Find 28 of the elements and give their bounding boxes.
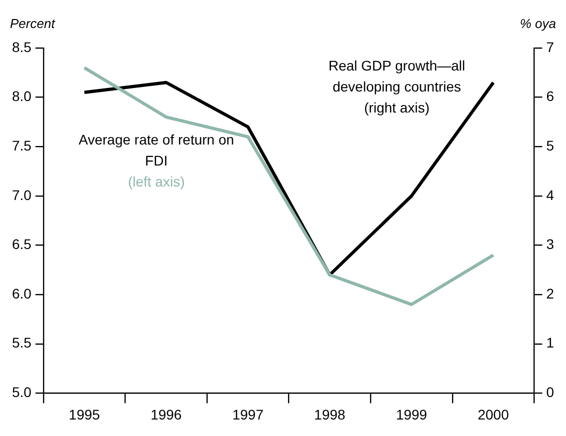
y2-tick-label: 4 [546, 186, 554, 203]
y2-tick-label: 7 [546, 38, 554, 55]
series-label: Real GDP growth—all developing countries [328, 57, 466, 94]
x-tick-label: 1996 [150, 406, 182, 422]
y-tick-label: 5.5 [12, 334, 32, 351]
y2-tick-label: 0 [546, 384, 554, 400]
y-tick-label: 6.5 [12, 236, 32, 252]
y2-axis-title: % oya [520, 16, 556, 31]
y-tick-label: 7.5 [12, 137, 32, 154]
y-tick-label: 8.5 [12, 38, 32, 55]
y2-tick-label: 2 [546, 285, 554, 302]
y-tick-label: 7.0 [12, 186, 32, 203]
y2-tick-label: 1 [546, 334, 554, 351]
annotation: (left axis) [128, 174, 185, 190]
y-tick-label: 5.0 [12, 384, 32, 400]
y2-tick-label: 6 [546, 88, 554, 104]
y-tick-label: 6.0 [12, 285, 32, 302]
y2-tick-label: 3 [546, 236, 554, 252]
x-tick-label: 2000 [478, 406, 510, 422]
x-tick-label: 1995 [68, 406, 100, 422]
y2-tick-label: 5 [546, 137, 554, 154]
x-tick-label: 1999 [396, 406, 428, 422]
series-label: Average rate of return on FDI [78, 132, 234, 169]
x-tick-label: 1998 [314, 406, 346, 422]
annotation: (right axis) [364, 99, 430, 116]
y-axis-title: Percent [10, 16, 56, 31]
x-tick-label: 1997 [232, 406, 264, 422]
y-tick-label: 8.0 [12, 88, 32, 104]
